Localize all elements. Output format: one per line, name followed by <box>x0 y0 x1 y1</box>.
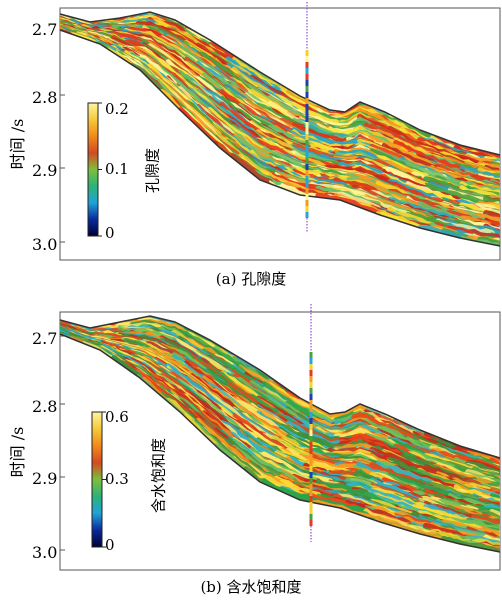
well-log-segment <box>305 188 309 194</box>
y-tick-a-2.8: 2.8 <box>32 88 58 107</box>
colorbar-tick-b-mid: 0.3 <box>105 470 129 488</box>
well-log-segment <box>309 490 313 496</box>
y-tick-a-2.7: 2.7 <box>32 20 58 39</box>
well-log-segment <box>309 370 313 376</box>
well-log-segment <box>309 448 313 454</box>
well-log-segment <box>305 50 309 56</box>
well-log-segment <box>305 140 309 146</box>
well-log-segment <box>305 86 309 92</box>
caption-a: (a) 孔隙度 <box>215 270 287 288</box>
well-log-segment <box>309 436 313 442</box>
well-log-segment <box>309 388 313 394</box>
well-log-segment <box>309 376 313 382</box>
well-log-segment <box>305 62 309 68</box>
well-log-segment <box>309 418 313 424</box>
well-log-segment <box>309 514 313 520</box>
caption-b: (b) 含水饱和度 <box>200 578 302 596</box>
well-log-segment <box>309 400 313 406</box>
well-log-segment <box>309 394 313 400</box>
colorbar-tick-a-min: 0 <box>105 224 115 242</box>
well-log-segment <box>309 520 313 526</box>
well-log-segment <box>305 110 309 116</box>
well-log-segment <box>309 502 313 508</box>
well-log-segment <box>305 200 309 206</box>
well-log-segment <box>309 352 313 358</box>
well-log-segment <box>305 80 309 86</box>
well-log-segment <box>305 98 309 104</box>
well-log-segment <box>305 104 309 110</box>
section-body <box>60 316 500 552</box>
figure-panel-b: 时间 /s 2.7 2.8 2.9 3.0 0.6 0.3 0 含水饱和度 (b… <box>0 300 502 600</box>
well-log-segment <box>309 358 313 364</box>
well-log-segment <box>305 170 309 176</box>
well-log-segment <box>309 442 313 448</box>
section-body <box>60 12 500 246</box>
y-axis-label-b: 时间 /s <box>8 426 27 478</box>
plot-frame <box>59 7 501 261</box>
colorbar-tick-a-mid: 0.1 <box>105 160 129 178</box>
well-log-segment <box>305 146 309 152</box>
y-tick-b-2.9: 2.9 <box>32 469 58 488</box>
well-log-segment <box>309 406 313 412</box>
well-log-segment <box>305 56 309 62</box>
colorbar-tick-b-min: 0 <box>105 536 115 554</box>
well-log-segment <box>305 182 309 188</box>
y-tick-b-3.0: 3.0 <box>32 543 58 562</box>
well-log-segment <box>305 164 309 170</box>
colorbar-title-b: 含水饱和度 <box>149 438 168 514</box>
section-top-boundary <box>59 315 501 459</box>
seismic-section-b <box>59 304 501 571</box>
well-log-segment <box>309 454 313 460</box>
y-tick-a-3.0: 3.0 <box>32 235 58 254</box>
well-log-segment <box>309 478 313 484</box>
section-bottom-boundary <box>59 29 501 247</box>
y-axis-label-a: 时间 /s <box>8 118 27 170</box>
well-log-segment <box>309 466 313 472</box>
well-log-segment <box>309 496 313 502</box>
well-log-segment <box>305 74 309 80</box>
well-log-segment <box>305 152 309 158</box>
section-bottom-boundary <box>59 333 501 553</box>
y-tick-b-2.8: 2.8 <box>32 397 58 416</box>
well-log-segment <box>309 382 313 388</box>
colorbar-title-a: 孔隙度 <box>143 148 162 194</box>
well-log-segment <box>309 412 313 418</box>
colorbar <box>91 411 103 548</box>
plot-frame <box>59 311 501 571</box>
well-log-segment <box>305 212 309 218</box>
figure-panel-a: 时间 /s 2.7 2.8 2.9 3.0 0.2 0.1 0 孔隙度 (a) … <box>8 2 501 288</box>
well-log-segment <box>309 430 313 436</box>
well-log-segment <box>305 116 309 122</box>
well-log-segment <box>309 508 313 514</box>
well-log-segment <box>305 68 309 74</box>
well-log-segment <box>309 472 313 478</box>
well-log-segment <box>309 424 313 430</box>
colorbar <box>87 102 99 237</box>
colorbar-tick-a-max: 0.2 <box>105 100 129 118</box>
seismic-section-a <box>59 2 501 261</box>
well-log-segment <box>305 158 309 164</box>
well-log-segment <box>305 92 309 98</box>
well-log-segment <box>305 128 309 134</box>
section-top-boundary <box>59 11 501 156</box>
well-log-segment <box>309 460 313 466</box>
well-log-segment <box>305 122 309 128</box>
well-log-segment <box>305 176 309 182</box>
well-log-segment <box>309 484 313 490</box>
colorbar-tick-b-max: 0.6 <box>105 408 129 426</box>
well-log-segment <box>305 194 309 200</box>
well-log-segment <box>305 134 309 140</box>
y-tick-a-2.9: 2.9 <box>32 161 58 180</box>
well-log-segment <box>305 206 309 212</box>
y-tick-b-2.7: 2.7 <box>32 329 58 348</box>
well-log-segment <box>309 364 313 370</box>
